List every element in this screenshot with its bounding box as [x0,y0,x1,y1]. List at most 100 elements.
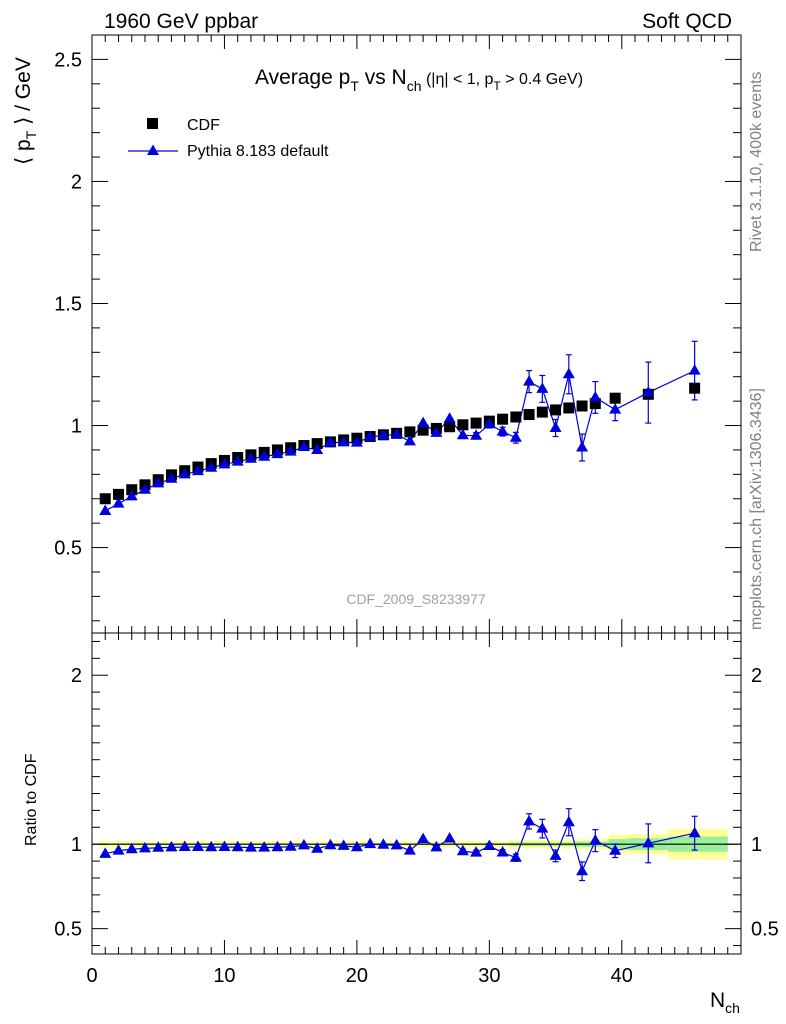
cdf-data-markers [99,382,701,505]
rivet-version-label: Rivet 3.1.10, 400k events [748,71,765,252]
mc-point [337,435,350,447]
analysis-watermark: CDF_2009_S8233977 [346,591,486,607]
ratio-point [125,842,138,854]
mc-point [509,431,522,442]
ratio-panel-frame [91,632,742,955]
cdf-point [609,392,621,404]
ratio-point [311,842,324,853]
mc-point [483,417,496,429]
ratio-point [231,840,244,852]
ratio-point [350,840,363,852]
main-y-tick-label: 0.5 [54,538,82,560]
ratio-point [549,849,562,860]
cdf-point [497,413,509,425]
ratio-point [403,844,416,855]
mc-point [562,367,575,379]
title-main: Average p [255,66,350,89]
title-vs-sub: ch [407,78,422,94]
mc-point [549,421,562,432]
mc-point [258,450,271,461]
ratio-point [112,844,125,855]
ratio-point [271,840,284,852]
mc-point [350,436,363,447]
mc-point [284,445,297,456]
ratio-point [324,838,337,850]
ratio-point [138,841,151,853]
mc-point [324,436,337,447]
x-axis-label: Nch [710,989,740,1016]
ratio-point [377,838,390,849]
xlabel-sub: ch [725,1000,740,1016]
mc-point [536,382,549,393]
ratio-y-tick-label: 0.5 [54,919,82,941]
cdf-point [112,488,124,500]
cdf-point [523,409,535,421]
mc-point [688,364,701,375]
title-cut: (|η| < 1, p [422,71,494,88]
ratio-markers [99,814,701,876]
mc-point [191,464,204,476]
cdf-point [404,426,416,438]
mc-point [443,412,456,423]
ylabel-sub: T [23,130,39,139]
ratio-point [165,840,178,852]
title-main-sub: T [350,78,359,94]
ratio-point [688,826,701,838]
mc-point [218,457,231,469]
ratio-point [483,839,496,851]
ratio-y-tick-label-right: 0.5 [751,919,779,941]
main-y-tick-label: 2 [71,171,82,193]
main-y-axis-label: ⟨ pT ⟩ / GeV [12,57,39,165]
mc-point [417,416,430,428]
ratio-point [509,851,522,862]
ratio-point [258,841,271,852]
cdf-point [576,400,588,412]
ratio-point [430,840,443,852]
mc-point [523,375,536,386]
ratio-point [576,864,589,876]
mc-point [138,483,151,494]
ratio-point [536,822,549,833]
header-energy-label: 1960 GeV ppbar [104,10,258,33]
main-y-tick-label: 1 [71,416,82,438]
mc-point [112,497,125,508]
mc-point [470,429,483,440]
mc-point [609,403,622,414]
ratio-point [470,846,483,857]
mcplots-reference-label: mcplots.cern.ch [arXiv:1306.3436] [748,388,765,630]
ratio-point [218,840,231,852]
cdf-point [689,382,701,394]
ratio-point [284,840,297,851]
mc-point [165,472,178,483]
main-panel-ticks: 0.5 1 1.5 2 2.5 [54,34,741,633]
cdf-point [417,424,429,436]
x-tick-label: 30 [478,965,500,987]
mc-point [430,426,443,437]
legend-cdf-label: CDF [187,117,220,134]
x-tick-label: 0 [86,965,97,987]
ratio-y-tick-label-right: 2 [751,665,762,687]
main-plot-title: Average pT vs Nch (|η| < 1, pT > 0.4 GeV… [255,66,583,94]
mc-point [576,440,589,452]
mc-point [205,461,218,472]
mc-point [496,425,509,436]
ratio-point [390,838,403,850]
ratio-y-tick-label: 2 [71,665,82,687]
mc-markers [99,364,701,515]
mc-point [178,467,191,479]
ratio-point [244,841,257,852]
ratio-point [443,831,456,843]
ratio-point [417,832,430,844]
ratio-y-tick-label-right: 1 [751,834,762,856]
main-y-tick-label: 2.5 [54,49,82,71]
main-y-tick-label: 1.5 [54,293,82,315]
ratio-y-tick-label: 1 [71,834,82,856]
cdf-point [563,402,575,414]
mc-point [297,440,310,452]
mc-point [311,443,324,454]
legend-mc-label: Pythia 8.183 default [187,143,329,160]
xlabel-main: N [710,989,725,1012]
ratio-point [642,836,655,848]
mc-point [125,489,138,501]
